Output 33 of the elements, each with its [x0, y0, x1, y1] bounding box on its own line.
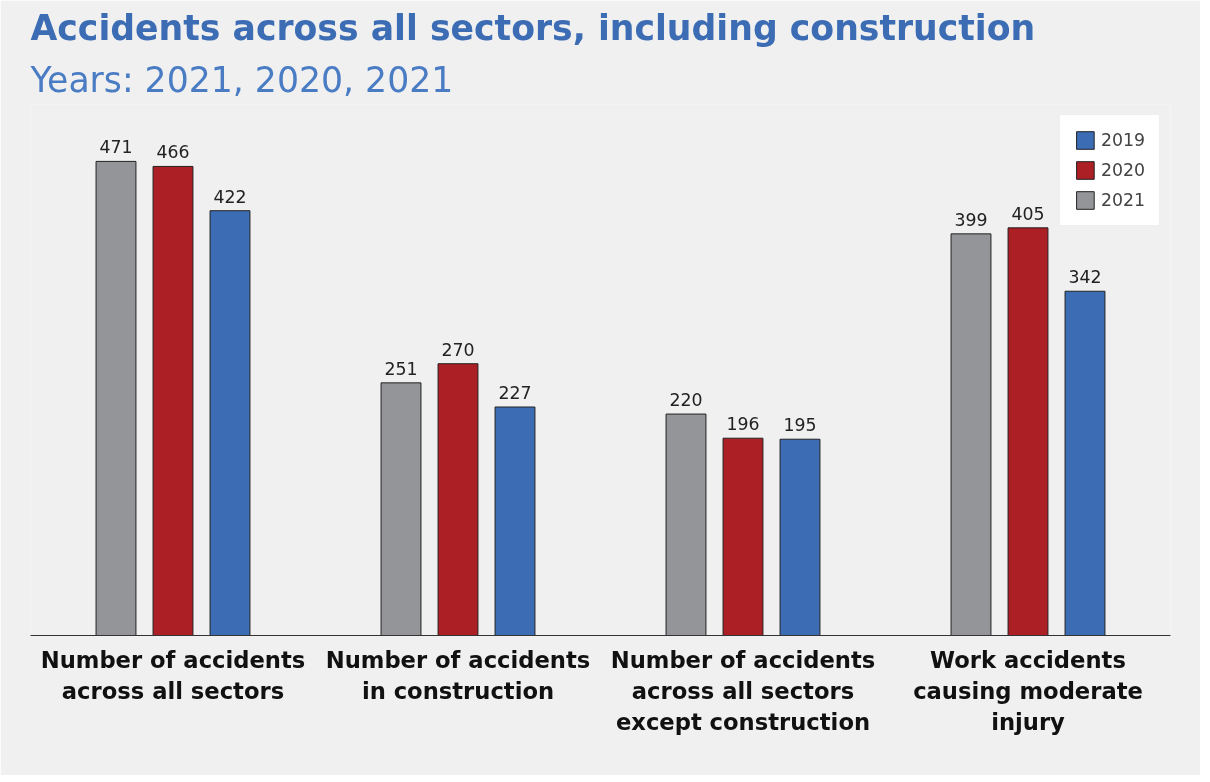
- bar: [779, 438, 821, 636]
- bar: [380, 382, 422, 636]
- data-label: 251: [384, 358, 418, 379]
- bar: [209, 210, 251, 636]
- data-label: 270: [441, 339, 475, 360]
- bar: [1064, 290, 1106, 636]
- bar: [152, 165, 194, 636]
- legend-label: 2020: [1100, 160, 1145, 180]
- bar: [95, 160, 137, 636]
- x-tick-label: Number of accidents across all sectors except construction: [610, 646, 876, 735]
- x-tick-label: Number of accidents across all sectors: [40, 646, 306, 704]
- data-label: 471: [99, 137, 133, 158]
- x-tick-label: Number of accidents in construction: [325, 646, 591, 704]
- bar: [665, 413, 707, 636]
- bar: [1007, 227, 1049, 636]
- bar: [494, 406, 536, 636]
- data-label: 405: [1011, 203, 1045, 224]
- data-label: 466: [156, 142, 190, 163]
- data-label: 342: [1068, 267, 1102, 288]
- data-label: 422: [213, 186, 247, 207]
- chart-title: Accidents across all sectors, including construction: [30, 7, 1036, 48]
- legend-label: 2019: [1100, 130, 1145, 150]
- data-label: 220: [669, 390, 703, 411]
- data-label: 399: [954, 209, 988, 230]
- legend-label: 2021: [1100, 190, 1145, 210]
- bar: [950, 233, 992, 636]
- chart-subtitle: Years: 2021, 2020, 2021: [29, 59, 454, 100]
- bar: [437, 363, 479, 636]
- data-label: 195: [783, 415, 817, 436]
- x-tick-label: Work accidents causing moderate injury: [913, 646, 1143, 735]
- bar: [722, 437, 764, 636]
- data-label: 227: [498, 383, 532, 403]
- data-label: 196: [726, 414, 760, 435]
